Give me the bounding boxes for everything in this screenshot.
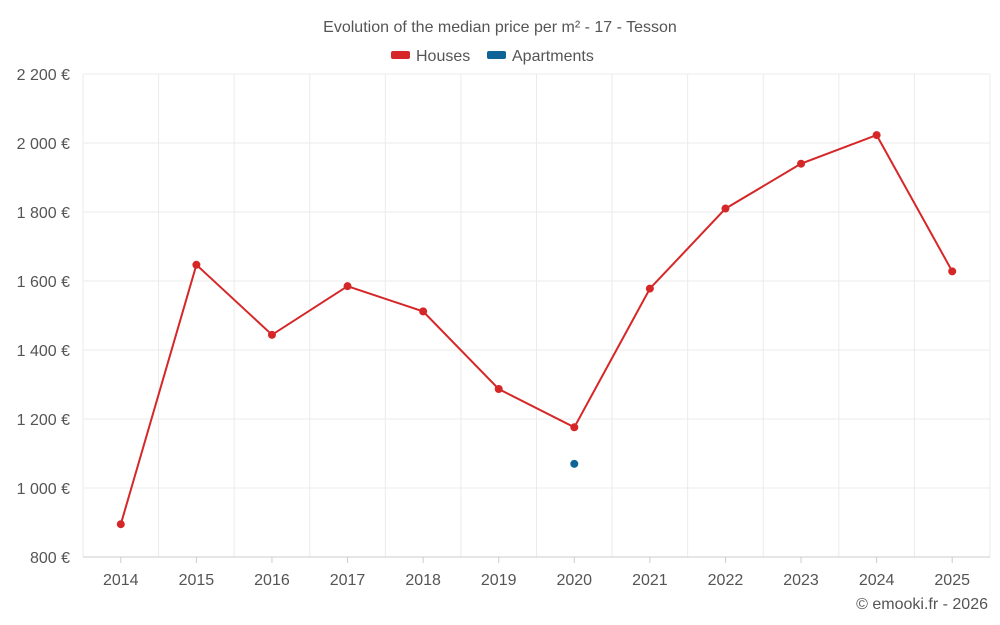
legend-swatch-houses bbox=[391, 51, 410, 59]
data-point-houses[interactable] bbox=[267, 330, 276, 339]
data-point-houses[interactable] bbox=[343, 282, 352, 291]
data-point-houses[interactable] bbox=[721, 204, 730, 213]
legend-item-apartments[interactable]: Apartments bbox=[487, 48, 594, 65]
y-tick-label: 1 000 € bbox=[17, 481, 70, 498]
x-tick-label: 2017 bbox=[330, 572, 366, 589]
x-tick-label: 2015 bbox=[179, 572, 215, 589]
legend-label-houses: Houses bbox=[416, 48, 470, 65]
x-tick-label: 2018 bbox=[405, 572, 441, 589]
legend-swatch-apartments bbox=[487, 51, 506, 59]
series-line-houses bbox=[119, 133, 954, 525]
y-tick-label: 800 € bbox=[30, 550, 70, 567]
data-point-houses[interactable] bbox=[645, 284, 654, 293]
y-tick-label: 1 800 € bbox=[17, 205, 70, 222]
y-tick-label: 2 200 € bbox=[17, 67, 70, 84]
credit-text: © emooki.fr - 2026 bbox=[856, 596, 988, 613]
data-point-houses[interactable] bbox=[494, 384, 503, 393]
x-tick-label: 2024 bbox=[859, 572, 895, 589]
chart-title: Evolution of the median price per m² - 1… bbox=[323, 19, 677, 36]
data-point-houses[interactable] bbox=[797, 159, 806, 168]
x-tick-label: 2023 bbox=[783, 572, 819, 589]
x-tick-label: 2014 bbox=[103, 572, 139, 589]
data-point-houses[interactable] bbox=[872, 131, 881, 140]
data-point-apartments[interactable] bbox=[570, 459, 579, 468]
x-tick-label: 2020 bbox=[556, 572, 592, 589]
data-point-houses[interactable] bbox=[948, 267, 957, 276]
gridlines bbox=[82, 73, 991, 557]
x-tick-label: 2016 bbox=[254, 572, 290, 589]
y-tick-label: 1 200 € bbox=[17, 412, 70, 429]
series-layer bbox=[116, 131, 957, 529]
data-point-houses[interactable] bbox=[419, 307, 428, 316]
data-point-houses[interactable] bbox=[116, 520, 125, 529]
data-point-houses[interactable] bbox=[192, 260, 201, 269]
legend[interactable]: Houses Apartments bbox=[391, 48, 594, 65]
x-tick-label: 2019 bbox=[481, 572, 517, 589]
y-tick-label: 1 600 € bbox=[17, 274, 70, 291]
y-tick-label: 2 000 € bbox=[17, 136, 70, 153]
x-tick-label: 2025 bbox=[934, 572, 970, 589]
x-axis: 2014 2015 2016 2017 2018 2019 2020 2021 2022 2023… bbox=[83, 556, 990, 589]
x-tick-label: 2021 bbox=[632, 572, 668, 589]
x-tick-label: 2022 bbox=[708, 572, 744, 589]
y-tick-label: 1 400 € bbox=[17, 343, 70, 360]
legend-item-houses[interactable]: Houses bbox=[391, 48, 470, 65]
data-point-houses[interactable] bbox=[570, 423, 579, 432]
y-axis: 800 € 1 000 € 1 200 € 1 400 € 1 600 € 1 800 €… bbox=[17, 67, 70, 567]
legend-label-apartments: Apartments bbox=[512, 48, 594, 65]
